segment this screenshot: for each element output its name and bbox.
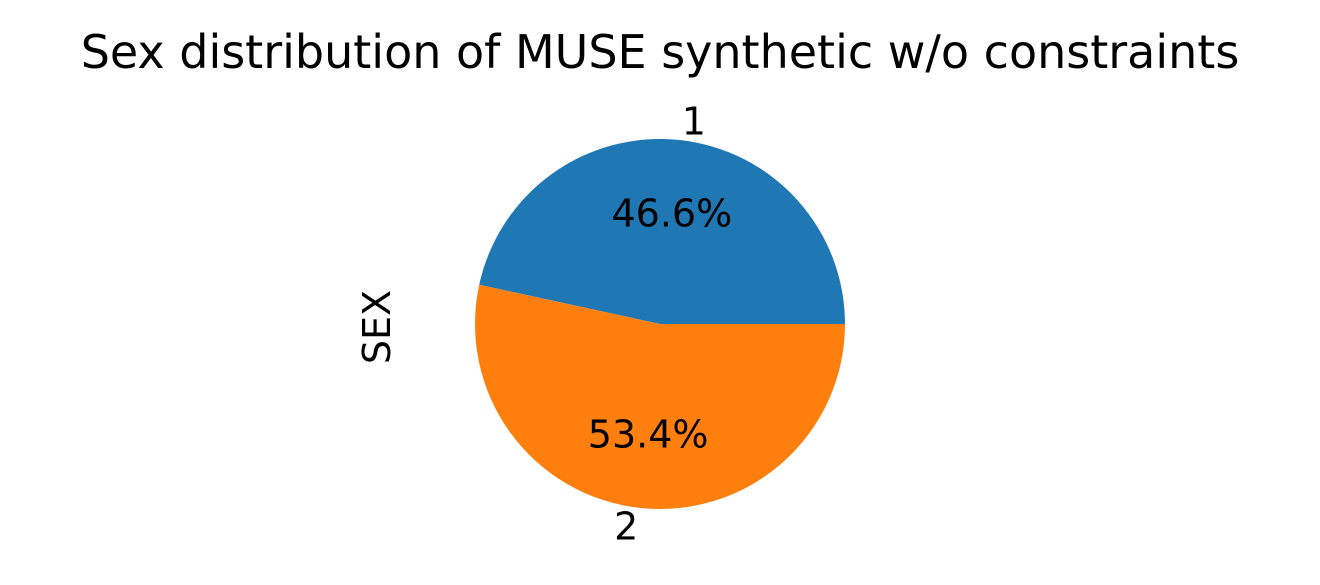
pie-slice-2 <box>475 284 845 509</box>
slice-label-1: 1 <box>682 100 706 144</box>
y-axis-label: SEX <box>355 290 399 364</box>
chart-title: Sex distribution of MUSE synthetic w/o c… <box>81 25 1240 79</box>
pie-slice-1 <box>479 138 845 324</box>
slice-percent-1: 46.6% <box>611 192 732 236</box>
slice-percent-2: 53.4% <box>588 412 709 456</box>
pie-labels: 1 46.6% 2 53.4% <box>588 100 732 549</box>
slice-label-2: 2 <box>614 504 638 548</box>
pie-slices <box>475 138 845 509</box>
